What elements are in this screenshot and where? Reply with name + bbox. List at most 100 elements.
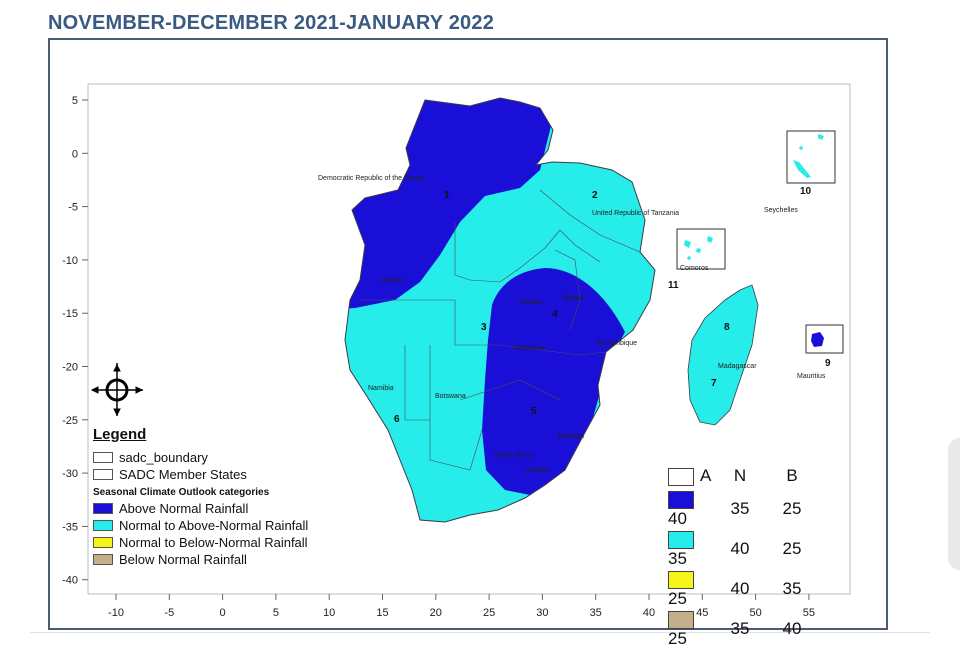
label-eswatini: Eswatini xyxy=(558,433,585,440)
zone-number-11: 11 xyxy=(668,280,679,291)
lat-tick-label: 5 xyxy=(72,95,78,107)
probability-row: 40 35 25 xyxy=(668,489,818,529)
probability-swatch xyxy=(668,490,694,509)
probability-value-n: 40 xyxy=(730,579,750,598)
lon-tick-label: 10 xyxy=(323,607,335,619)
legend-category-label: Normal to Below-Normal Rainfall xyxy=(119,535,308,550)
probability-value-n: 40 xyxy=(730,539,750,558)
mauritius-island xyxy=(811,332,824,347)
probability-row: 35 40 25 xyxy=(668,529,818,569)
zone-number-6: 6 xyxy=(394,414,400,425)
member-state-borders xyxy=(360,189,641,471)
continent xyxy=(345,98,655,522)
lon-tick-label: 15 xyxy=(376,607,388,619)
side-scroll-tab[interactable] xyxy=(948,438,960,570)
zone-number-2: 2 xyxy=(592,190,598,201)
label-namibia: Namibia xyxy=(368,385,394,392)
zone-number-4: 4 xyxy=(552,309,558,320)
zone-number-9: 9 xyxy=(825,358,831,369)
legend-categories-heading: Seasonal Climate Outlook categories xyxy=(93,487,270,498)
lat-tick-label: -25 xyxy=(62,415,78,427)
member-states-swatch xyxy=(93,469,113,480)
label-zimbabwe: Zimbabwe xyxy=(513,345,545,352)
comoros-islands xyxy=(684,236,713,260)
zone-number-10: 10 xyxy=(800,186,812,197)
legend-category-item: Below Normal Rainfall xyxy=(93,551,308,568)
legend-category-swatch xyxy=(93,554,113,565)
probability-swatch xyxy=(668,610,694,629)
zone-above-normal-southeast xyxy=(482,268,625,496)
lat-tick-label: -10 xyxy=(62,255,78,267)
probability-value-n: 35 xyxy=(730,499,750,518)
lon-tick-label: -10 xyxy=(108,607,124,619)
lat-tick-label: -15 xyxy=(62,308,78,320)
probability-row: 25 40 35 xyxy=(668,569,818,609)
probability-header-row: A N B xyxy=(668,463,818,489)
lon-tick-label: 35 xyxy=(590,607,602,619)
latitude-ticks: 5 0 -5 -10 -15 -20 -25 -30 -35 -40 xyxy=(62,95,88,587)
legend-category-swatch xyxy=(93,503,113,514)
probability-row: 25 35 40 xyxy=(668,609,818,649)
header-n: N xyxy=(733,466,747,485)
legend-category-item: Normal to Below-Normal Rainfall xyxy=(93,534,308,551)
probability-swatch xyxy=(668,530,694,549)
lon-tick-label: 25 xyxy=(483,607,495,619)
map-frame xyxy=(48,38,888,630)
legend-boundary-item: SADC Member States xyxy=(93,466,308,483)
legend: Legend sadc_boundary SADC Member States … xyxy=(93,426,308,568)
legend-boundary-label: sadc_boundary xyxy=(119,450,208,465)
map-title: NOVEMBER-DECEMBER 2021-JANUARY 2022 xyxy=(48,12,495,34)
label-botswana: Botswana xyxy=(435,393,466,400)
label-madagascar: Madagascar xyxy=(718,363,757,370)
label-tanzania: United Republic of Tanzania xyxy=(592,210,679,217)
longitude-ticks: -10 -5 0 5 10 15 20 25 30 35 40 45 50 55 xyxy=(108,594,815,619)
zone-number-1: 1 xyxy=(444,190,450,201)
probability-cell-a: 25 xyxy=(668,569,714,609)
zone-number-7: 7 xyxy=(711,378,717,389)
lon-tick-label: 20 xyxy=(430,607,442,619)
legend-boundary-item: sadc_boundary xyxy=(93,449,308,466)
label-angola: Angola xyxy=(382,277,404,284)
probability-cell-a: 40 xyxy=(668,489,714,529)
madagascar-shape xyxy=(687,284,759,426)
label-mauritius: Mauritius xyxy=(797,373,826,380)
probability-value-n: 35 xyxy=(730,619,750,638)
sadc-boundary xyxy=(344,97,656,523)
zone-number-3: 3 xyxy=(481,322,487,333)
divider xyxy=(30,632,930,633)
seychelles-islands xyxy=(793,134,824,178)
legend-category-swatch xyxy=(93,537,113,548)
header-b: B xyxy=(786,466,798,485)
probability-cell-a: 25 xyxy=(668,609,714,649)
lat-tick-label: -5 xyxy=(68,202,78,214)
lon-tick-label: 45 xyxy=(696,607,708,619)
lat-tick-label: -35 xyxy=(62,521,78,533)
legend-category-item: Above Normal Rainfall xyxy=(93,500,308,517)
legend-category-swatch xyxy=(93,520,113,531)
zone-number-5: 5 xyxy=(531,406,537,417)
probability-value-b: 35 xyxy=(782,579,802,598)
probability-value-b: 25 xyxy=(782,539,802,558)
legend-category-label: Above Normal Rainfall xyxy=(119,501,249,516)
probability-value-b: 25 xyxy=(782,499,802,518)
lon-tick-label: 5 xyxy=(273,607,279,619)
legend-boundary-label: SADC Member States xyxy=(119,467,247,482)
lat-tick-label: 0 xyxy=(72,148,78,160)
legend-category-item: Normal to Above-Normal Rainfall xyxy=(93,517,308,534)
lon-tick-label: 55 xyxy=(803,607,815,619)
probability-value-a: 25 xyxy=(668,629,687,648)
zone-number-8: 8 xyxy=(724,322,730,333)
probability-cell-a: 35 xyxy=(668,529,714,569)
lon-tick-label: 40 xyxy=(643,607,655,619)
legend-heading: Legend xyxy=(93,426,147,443)
label-malawi: Malawi xyxy=(563,295,585,302)
label-lesotho: Lesotho xyxy=(525,467,550,474)
lat-tick-label: -30 xyxy=(62,468,78,480)
lat-tick-label: -40 xyxy=(62,575,78,587)
probability-table: A N B 40 35 25 35 40 25 25 40 35 25 35 40 xyxy=(668,463,818,649)
label-zambia: Zambia xyxy=(519,299,542,306)
header-a: A xyxy=(700,466,712,485)
label-drc: Democratic Republic of the Congo xyxy=(318,175,425,182)
lon-tick-label: 50 xyxy=(749,607,761,619)
label-mozambique: Mozambique xyxy=(597,340,637,347)
